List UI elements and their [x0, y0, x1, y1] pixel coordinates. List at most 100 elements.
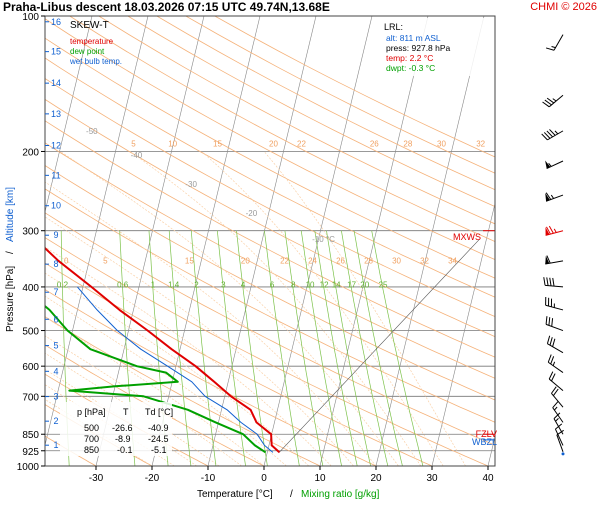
wind-barb-full [553, 412, 561, 420]
moist-adiabat-line [45, 335, 242, 466]
wind-barb-full [551, 318, 554, 327]
table-cell-td: -40.9 [148, 423, 169, 433]
dry-adiabat-line [45, 344, 265, 466]
y-axis-title-separator: / [5, 251, 16, 254]
moist-adiabat-line [201, 151, 444, 466]
wind-barb [545, 316, 564, 332]
altitude-tick-label: 16 [51, 17, 61, 27]
wind-barb-half [554, 406, 558, 411]
mixing-ratio-line [168, 230, 192, 466]
moist-adiabat-line [45, 295, 287, 466]
dry-adiabat-line [45, 262, 433, 466]
mixing-ratio-line [300, 230, 342, 466]
wind-barb-full [548, 371, 554, 380]
table-cell-t: -8.9 [115, 434, 131, 444]
mixing-ratio-label: 10 [306, 280, 315, 289]
wind-barb-full [548, 225, 554, 234]
x-axis-tick-label: 10 [314, 473, 326, 484]
wind-barbs [541, 34, 565, 456]
dry-adiabat-line [45, 188, 495, 423]
x-axis-title-temperature: Temperature [°C] [197, 489, 273, 500]
wind-barb-full [546, 97, 555, 104]
wind-barb-full [551, 386, 557, 394]
wind-barb-full [544, 99, 552, 106]
wind-barb-full [552, 388, 559, 396]
adiabat-label-lower: 5 [103, 257, 108, 266]
altitude-tick-label: 2 [53, 416, 58, 426]
isotherm-label: -40 [131, 151, 143, 160]
mixing-ratio-line [264, 230, 300, 466]
wind-barb-full [546, 335, 551, 344]
pressure-tick-label: 700 [22, 392, 39, 403]
pressure-tick-label: 850 [22, 430, 39, 441]
mixing-ratio-label: 6 [270, 280, 275, 289]
x-axis-tick-label: -10 [201, 473, 216, 484]
wind-barb [548, 371, 564, 392]
pressure-tick-label: 1000 [17, 462, 40, 473]
adiabat-label-lower: 26 [336, 257, 345, 266]
x-axis-tick-label: -30 [89, 473, 104, 484]
chart-title: Praha-Libus descent 18.03.2026 07:15 UTC… [3, 0, 330, 14]
mixing-ratio-line [190, 230, 217, 466]
wind-barb-staff [554, 428, 564, 446]
wind-barb [546, 335, 564, 354]
dry-adiabat-line [69, 16, 495, 242]
wind-barb-pennant [545, 227, 550, 236]
wind-barb [545, 225, 564, 236]
isotherm-line [151, 16, 261, 466]
adiabat-label-lower: 24 [308, 257, 317, 266]
plot-frame [44, 15, 496, 467]
wind-barb [554, 423, 564, 446]
adiabat-label-upper: 26 [370, 140, 379, 149]
wind-barb-full [552, 277, 555, 287]
mixing-ratio-label: 2 [194, 280, 199, 289]
table-cell-p: 700 [84, 434, 99, 444]
mixing-ratio-line [216, 230, 246, 466]
level-table-background [60, 402, 172, 456]
wind-barb-full [548, 297, 550, 307]
dry-adiabat-line [127, 16, 495, 207]
adiabat-label-upper: 10 [168, 140, 177, 149]
dry-adiabat-line [45, 37, 495, 279]
wind-barb-full [555, 423, 563, 430]
mixing-ratio-label: 3 [221, 280, 226, 289]
lrl-box-background [382, 18, 494, 76]
wind-barb-full [545, 192, 552, 200]
mixing-ratio-label: 20 [360, 280, 369, 289]
legend: SKEW-T temperature dew point wet bulb te… [69, 20, 122, 66]
mixing-ratio-line [236, 230, 268, 466]
wind-barb [541, 129, 564, 141]
isotherm-line [431, 202, 495, 466]
wind-barb-full [549, 129, 556, 136]
isotherm-line [375, 16, 485, 466]
fzlv-label: FZLV [476, 429, 497, 439]
lrl-title: LRL: [384, 22, 403, 32]
x-axis-title-separator: / [290, 489, 293, 500]
isotherm-label: -30 [185, 180, 197, 189]
wind-barb-full [543, 132, 551, 139]
wind-barb-full [548, 317, 551, 326]
pressure-tick-label: 500 [22, 327, 39, 338]
isotherm-line [45, 16, 93, 214]
x-axis-title: Temperature [°C] / Mixing ratio [g/kg] [197, 489, 380, 500]
mixing-ratio-label: 8 [291, 280, 296, 289]
mxws-label: MXWS [453, 232, 481, 242]
mixing-ratio-line [326, 230, 371, 466]
dry-adiabat-line [45, 18, 495, 261]
wind-barb-full [547, 354, 552, 363]
dry-adiabat-line [45, 120, 495, 358]
wind-barb [545, 160, 564, 170]
mixing-ratio-line [284, 230, 324, 466]
moist-adiabat-line [45, 352, 220, 466]
mixing-ratio-line [371, 230, 424, 466]
wind-barb [545, 255, 564, 265]
adiabat-label-upper: 28 [403, 140, 412, 149]
table-cell-t: -26.6 [112, 423, 133, 433]
pressure-tick-label: 200 [22, 147, 39, 158]
table-header-p: p [hPa] [77, 407, 106, 417]
wind-barb [545, 192, 564, 202]
legend-title: SKEW-T [70, 20, 109, 31]
dry-adiabat-line [45, 142, 495, 379]
adiabat-label-upper: 22 [297, 140, 306, 149]
